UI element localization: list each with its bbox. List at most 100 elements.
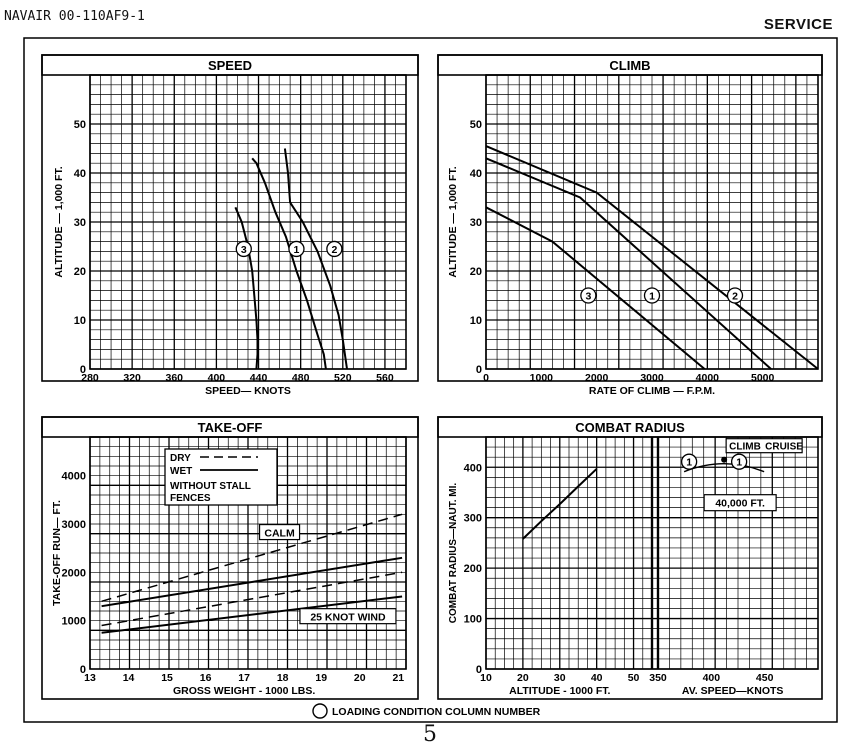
- combat-cruise-label: 1: [736, 457, 742, 469]
- climb-series-1: [485, 157, 772, 370]
- climb-x-tick: 0: [483, 372, 489, 384]
- takeoff-legend-fences: WITHOUT STALL: [170, 481, 251, 492]
- combat-cruise-label-circle: [730, 453, 748, 470]
- combat-x-label: ALTITUDE - 1000 FT.: [509, 685, 610, 697]
- speed-y-tick: 30: [74, 217, 86, 229]
- combat-climb-text: CLIMB: [729, 442, 761, 453]
- takeoff-x-tick: 20: [354, 672, 366, 684]
- climb-plot-border: [485, 74, 819, 370]
- combat-x-tick: 50: [628, 672, 640, 684]
- combat-altitude-label: 40,000 FT.: [715, 498, 765, 510]
- takeoff-panel: TAKE-OFF 13 14 15 16 17 18 19 20 21 0 1000 2000 3000 4…: [41, 416, 419, 700]
- combat-climb-cruise-box: [725, 438, 803, 454]
- speed-y-tick: 40: [74, 168, 86, 180]
- climb-y-tick: 0: [476, 364, 482, 376]
- takeoff-x-tick: 16: [200, 672, 212, 684]
- page-number: 5: [423, 722, 437, 747]
- speed-series-label-circle: [235, 240, 252, 258]
- speed-plot-border: [89, 74, 407, 370]
- climb-x-tick: 3000: [640, 372, 664, 384]
- combat-point: [721, 456, 728, 463]
- combat-x-tick: 30: [554, 672, 566, 684]
- climb-series-3: [485, 206, 706, 370]
- climb-series-label-circle: [580, 287, 597, 304]
- climb-y-tick: 30: [470, 217, 482, 229]
- speed-x-tick: 320: [123, 372, 141, 384]
- takeoff-legend-dry: DRY: [170, 453, 191, 464]
- speed-series-3: [234, 206, 259, 370]
- combat-panel: COMBAT RADIUS 10 20 30 40 50 350 400 450 0 100 200 3…: [437, 416, 823, 700]
- takeoff-calm-box: [258, 523, 301, 541]
- speed-y-tick: 50: [74, 119, 86, 131]
- takeoff-x-tick: 19: [315, 672, 327, 684]
- climb-y-tick: 40: [470, 168, 482, 180]
- speed-series-label: 2: [331, 244, 337, 256]
- climb-series-label: 1: [649, 291, 655, 303]
- takeoff-x-tick: 14: [123, 672, 135, 684]
- takeoff-series-1: [101, 513, 403, 603]
- speed-x-tick: 560: [376, 372, 394, 384]
- legend-circle-icon: [312, 703, 328, 719]
- takeoff-calm-label: CALM: [264, 528, 295, 540]
- takeoff-series-3: [101, 571, 403, 627]
- climb-x-tick: 5000: [751, 372, 775, 384]
- takeoff-y-tick: 2000: [62, 567, 86, 579]
- speed-x-tick: 400: [208, 372, 226, 384]
- combat-cruise-text: CRUISE: [765, 442, 803, 453]
- speed-x-tick: 520: [334, 372, 352, 384]
- combat-y-tick: 100: [464, 614, 482, 626]
- combat-x2-tick: 400: [703, 672, 721, 684]
- speed-y-tick: 10: [74, 315, 86, 327]
- climb-series-label: 3: [585, 291, 591, 303]
- combat-x2-tick: 450: [756, 672, 774, 684]
- takeoff-x-tick: 18: [277, 672, 289, 684]
- speed-y-tick: 20: [74, 266, 86, 278]
- combat-series-1: [522, 468, 598, 540]
- section-title: SERVICE: [763, 16, 833, 33]
- climb-y-tick: 50: [470, 119, 482, 131]
- combat-title: COMBAT RADIUS: [575, 420, 685, 435]
- takeoff-legend-wet: WET: [170, 466, 192, 477]
- takeoff-x-tick: 13: [84, 672, 96, 684]
- combat-x-tick: 40: [591, 672, 603, 684]
- takeoff-x-tick: 17: [238, 672, 250, 684]
- combat-y-label: COMBAT RADIUS—NAUT. MI.: [448, 483, 459, 624]
- takeoff-legend-fences-2: FENCES: [170, 493, 211, 504]
- climb-y-label: ALTITUDE — 1,000 FT.: [447, 166, 459, 277]
- combat-climb-label-circle: [680, 453, 698, 470]
- speed-panel: SPEED 280 320 360 400 440 480 520 560 0 10 20 30 40 50…: [41, 54, 419, 397]
- takeoff-wind-box: [299, 608, 397, 625]
- climb-panel: CLIMB 0 1000 2000 3000 4000 5000 0 10 20 30 40 50 RAT…: [437, 54, 823, 397]
- takeoff-x-tick: 15: [161, 672, 173, 684]
- takeoff-x-label: GROSS WEIGHT - 1000 LBS.: [173, 685, 315, 697]
- climb-x-tick: 4000: [696, 372, 720, 384]
- footer-legend: LOADING CONDITION COLUMN NUMBER: [312, 703, 541, 719]
- takeoff-wind-label: 25 KNOT WIND: [310, 612, 386, 624]
- takeoff-y-tick: 0: [80, 664, 86, 676]
- speed-x-label: SPEED— KNOTS: [205, 385, 291, 397]
- climb-series-2: [485, 145, 819, 370]
- takeoff-x-tick: 21: [392, 672, 404, 684]
- combat-climb-label: 1: [686, 457, 692, 469]
- combat-x2-label: AV. SPEED—KNOTS: [682, 685, 784, 697]
- combat-x-tick: 20: [517, 672, 529, 684]
- speed-x-tick: 360: [166, 372, 184, 384]
- climb-title: CLIMB: [609, 58, 650, 73]
- climb-y-tick: 20: [470, 266, 482, 278]
- combat-y-tick: 400: [464, 462, 482, 474]
- speed-series-label: 1: [294, 244, 300, 256]
- takeoff-series-4: [101, 595, 403, 634]
- speed-x-tick: 280: [81, 372, 99, 384]
- speed-series-label: 3: [241, 244, 247, 256]
- speed-series-label-circle: [288, 240, 305, 258]
- sheet-border: [23, 37, 838, 723]
- speed-title: SPEED: [208, 58, 252, 73]
- climb-series-label: 2: [732, 291, 738, 303]
- climb-x-label: RATE OF CLIMB — F.P.M.: [589, 385, 715, 397]
- takeoff-y-tick: 1000: [62, 616, 86, 628]
- speed-frame: [41, 54, 419, 382]
- takeoff-y-label: TAKE-OFF RUN— FT.: [51, 500, 63, 606]
